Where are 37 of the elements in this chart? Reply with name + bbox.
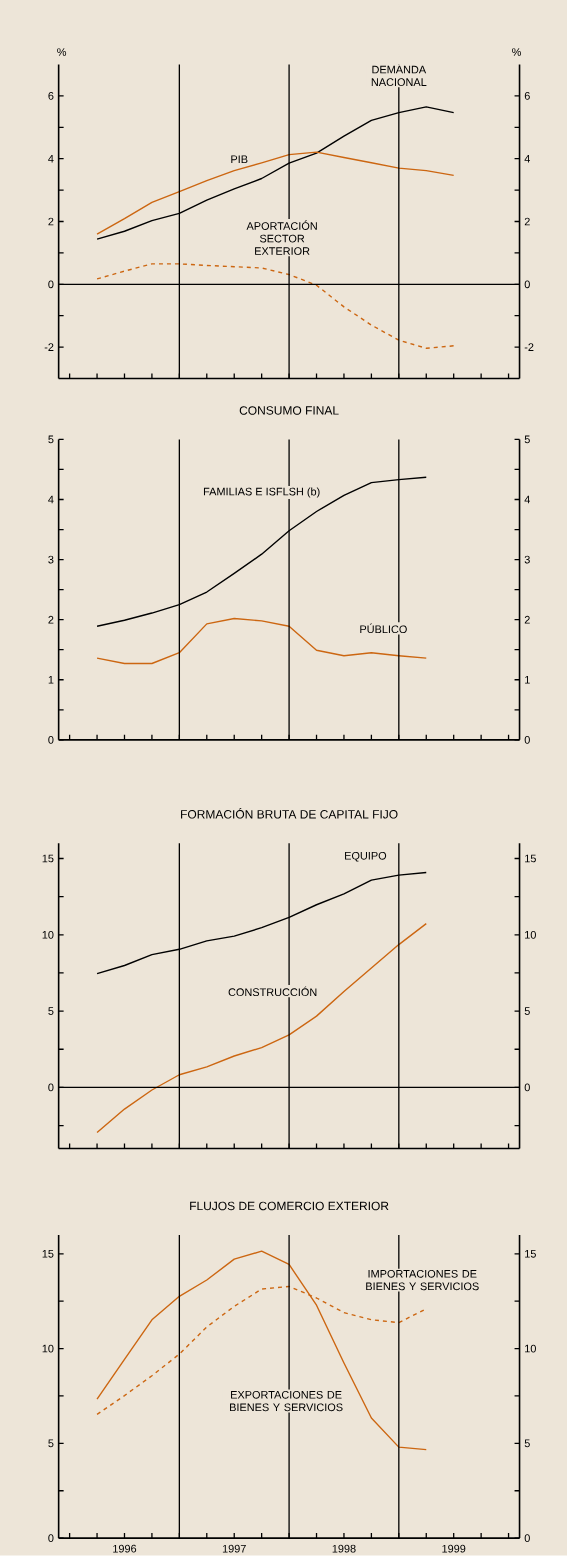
y-tick-label: 6 xyxy=(48,92,54,100)
text: IMPORTACIONES DE BIENES Y SERVICIOS xyxy=(365,1269,479,1291)
x-tick-label: 1998 xyxy=(332,1544,356,1553)
y-tick-label: 10 xyxy=(42,930,54,939)
y-axis-title: % xyxy=(56,48,66,56)
series-label: PIB xyxy=(231,155,248,164)
y-tick-label: 4 xyxy=(47,495,54,504)
y-tick-label: 0 xyxy=(524,1534,530,1542)
series-label: CONSTRUCCIÓN xyxy=(228,986,317,997)
x-tick-label: 1996 xyxy=(112,1544,136,1553)
y-tick-label: -2 xyxy=(44,343,54,351)
y-tick-label: 15 xyxy=(42,854,54,863)
y-tick-label: 0 xyxy=(48,1083,54,1092)
x-tick-label: 1997 xyxy=(222,1544,246,1553)
y-tick-label: 0 xyxy=(48,280,54,289)
y-tick-label: 5 xyxy=(48,1007,54,1015)
series-label: DEMANDA NACIONAL xyxy=(371,65,427,86)
y-tick-label: 10 xyxy=(524,1344,536,1353)
y-tick-label: 1 xyxy=(48,675,54,684)
series-label: EQUIPO xyxy=(344,851,386,862)
chart-title: FORMACIÓN BRUTA DE CAPITAL FIJO xyxy=(180,808,398,819)
y-tick-label: 2 xyxy=(48,615,54,624)
y-tick-label: 2 xyxy=(48,217,54,226)
y-tick-label: 5 xyxy=(524,1439,530,1448)
y2-axis-title: % xyxy=(511,48,521,56)
y-tick-label: 15 xyxy=(524,1250,536,1258)
series-label: APORTACIÓN SECTOR EXTERIOR xyxy=(246,220,317,255)
series-label: FAMILIAS E ISFLSH (b) xyxy=(203,487,320,498)
chart-title: FLUJOS DE COMERCIO EXTERIOR xyxy=(189,1201,389,1211)
series-label: EXPORTACIONES DE BIENES Y SERVICIOS xyxy=(229,1390,343,1412)
y-tick-label: 0 xyxy=(48,735,54,744)
chart-title: CONSUMO FINAL xyxy=(239,406,339,415)
y-tick-label: 4 xyxy=(47,154,54,163)
y-tick-label: 3 xyxy=(48,555,54,564)
series-label: PÚBLICO xyxy=(360,623,407,634)
y-tick-label: 5 xyxy=(48,435,54,444)
x-tick-label: 1999 xyxy=(442,1544,466,1553)
